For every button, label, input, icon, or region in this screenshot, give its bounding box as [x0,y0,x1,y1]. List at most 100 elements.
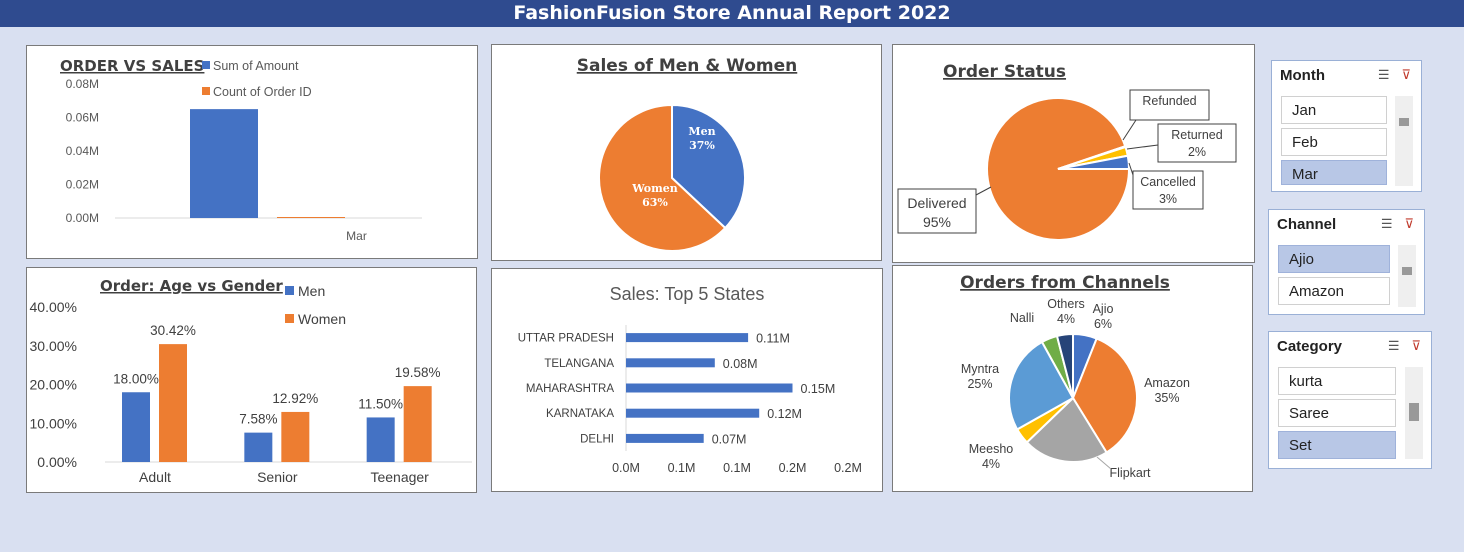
report-title: FashionFusion Store Annual Report 2022 [0,0,1464,27]
bar-state [626,383,793,393]
slice-label: Flipkart [1110,466,1152,480]
x-tick-label: 0.0M [612,461,640,475]
multi-select-icon[interactable]: ☰ [1377,67,1390,82]
order-vs-sales-panel[interactable]: ORDER VS SALES 0.00M 0.02M 0.04M 0.06M 0.08M M… [26,45,478,259]
slice-label: Nalli [1010,311,1034,325]
x-tick-label: 0.2M [779,461,807,475]
data-label: 0.15M [801,382,836,396]
data-label: 0.11M [756,332,790,346]
channel-item-amazon[interactable]: Amazon [1278,277,1390,305]
x-tick-label: Mar [346,229,367,243]
cancelled-callout-text: Cancelled [1140,175,1196,189]
legend-swatch [202,61,210,69]
y-tick-label: TELANGANA [544,358,614,370]
legend-label: Women [298,311,346,327]
multi-select-icon[interactable]: ☰ [1387,338,1400,353]
orders-channels-panel[interactable]: Orders from Channels Ajio 6% Amazon 35% Flipk… [892,265,1253,492]
data-label: 30.42% [150,323,196,338]
cancelled-callout-leader [1128,162,1134,176]
y-tick-label: 30.00% [30,338,77,354]
data-label: 18.00% [113,371,159,386]
clear-filter-icon[interactable]: ⊽ [1411,338,1421,353]
delivered-callout-leader [975,186,992,196]
category-item-saree[interactable]: Saree [1278,399,1396,427]
slice-pct: 37% [689,139,715,152]
legend-swatch [285,314,294,323]
channel-slicer-scrollbar[interactable] [1398,245,1416,307]
legend-label: Sum of Amount [213,59,299,73]
bar-women [159,344,187,462]
clear-filter-icon[interactable]: ⊽ [1401,67,1411,82]
chart-title: Orders from Channels [960,273,1170,293]
month-item-mar[interactable]: Mar [1281,160,1387,185]
slice-pct: 4% [982,457,1000,471]
y-tick-label: KARNATAKA [546,408,614,420]
bar-sum-of-amount [190,109,258,218]
legend-label: Count of Order ID [213,85,312,99]
data-label: 0.08M [723,357,758,371]
cancelled-callout-text: 3% [1159,192,1177,206]
slice-pct: 35% [1154,391,1179,405]
y-tick-label: 0.00M [66,211,99,225]
bar-men [244,432,273,462]
category-slicer-scrollbar[interactable] [1405,367,1423,459]
cancelled-callout [1132,170,1204,210]
data-label: 11.50% [358,396,403,411]
y-tick-label: 20.00% [30,377,77,393]
channel-item-ajio[interactable]: Ajio [1278,245,1390,273]
bar-state [626,408,760,418]
y-tick-label: MAHARASHTRA [526,383,615,395]
month-slicer-scrollbar[interactable] [1395,96,1413,186]
slice-pct: 63% [642,196,668,209]
returned-callout [1157,123,1237,163]
chart-title: Sales: Top 5 States [610,284,765,304]
clear-filter-icon[interactable]: ⊽ [1404,216,1414,231]
category-item-kurta[interactable]: kurta [1278,367,1396,395]
category-item-set[interactable]: Set [1278,431,1396,459]
month-slicer[interactable]: Month ☰ ⊽ Jan Feb Mar [1271,60,1422,192]
category-slicer[interactable]: Category ☰ ⊽ kurta Saree Set [1268,331,1432,469]
refunded-callout-leader [1122,119,1137,141]
month-item-feb[interactable]: Feb [1281,128,1387,156]
channel-slicer[interactable]: Channel ☰ ⊽ Ajio Amazon [1268,209,1425,315]
pie-slice-cancelled [1057,154,1131,170]
x-tick-label: 0.1M [723,461,751,475]
bar-women [281,411,310,462]
pie-slice-women [598,103,727,252]
delivered-callout-text: Delivered [907,195,966,211]
chart-title: Sales of Men & Women [577,56,798,76]
order-status-chart: Order Status Refunded Returned 2% Cancelled 3… [897,62,1237,241]
y-tick-label: 0.02M [66,178,99,192]
order-status-panel[interactable]: Order Status Refunded Returned 2% Cancelled 3… [892,44,1255,263]
pie-slice-flipkart [1025,396,1108,463]
returned-callout-text: 2% [1188,145,1206,159]
data-label: 19.58% [395,365,441,380]
bar-men [366,417,395,462]
y-tick-label: 40.00% [30,299,77,315]
data-label: 7.58% [239,412,277,427]
x-tick-label: Adult [139,469,171,485]
data-label: 0.07M [712,432,747,446]
chart-title: ORDER VS SALES [60,57,204,75]
refunded-callout [1129,89,1210,121]
slice-label: Ajio [1093,302,1114,316]
age-vs-gender-panel[interactable]: Order: Age vs Gender 0.00% 10.00% 20.00% 30.… [26,267,477,493]
y-tick-label: UTTAR PRADESH [518,333,614,345]
slice-label: Meesho [969,442,1014,456]
category-slicer-title: Category [1277,338,1343,355]
sales-men-women-panel[interactable]: Sales of Men & Women Men 37% Women 63% [491,44,882,261]
multi-select-icon[interactable]: ☰ [1380,216,1393,231]
slice-pct: 6% [1094,317,1112,331]
bar-state [626,358,715,368]
top-states-panel[interactable]: Sales: Top 5 States UTTAR PRADESH 0.11M TEL… [491,268,883,492]
y-tick-label: 0.00% [37,454,77,470]
slice-label: Men [688,125,715,138]
slice-pct: 25% [967,377,992,391]
bar-count-of-order-id [277,217,345,218]
month-item-jan[interactable]: Jan [1281,96,1387,124]
bar-state [626,433,704,443]
pie-slice-men [671,103,746,230]
delivered-callout [897,188,977,234]
pie-slice-myntra [1008,340,1075,431]
